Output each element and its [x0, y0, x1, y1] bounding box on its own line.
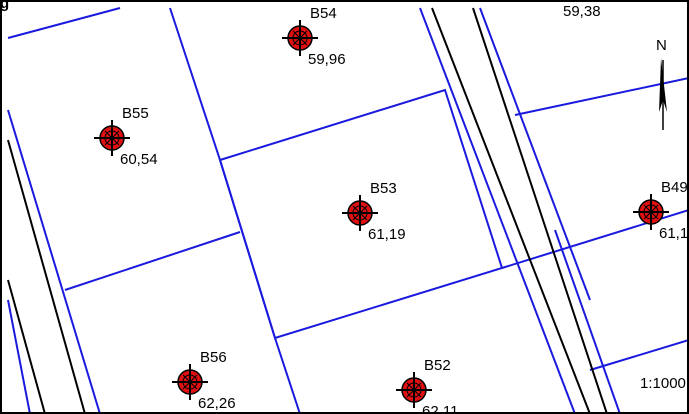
parcel-lines: [7, 7, 689, 414]
point-diag: [352, 205, 368, 221]
corner-label: 59,38: [563, 3, 601, 20]
point-elevation: 61,1: [659, 225, 688, 242]
header-text: g: [0, 0, 9, 12]
point-diag: [104, 130, 120, 146]
point-id: B49: [661, 179, 688, 196]
survey-point: B53 61,19: [342, 180, 406, 243]
scale-label: 1:1000: [640, 375, 686, 392]
point-id: B55: [122, 105, 149, 122]
point-elevation: 60,54: [120, 151, 158, 168]
north-arrow: N: [656, 37, 667, 130]
north-label: N: [656, 37, 667, 54]
point-elevation: 61,19: [368, 226, 406, 243]
survey-point: B49 61,1: [633, 179, 688, 242]
point-elevation: 62,11: [422, 403, 458, 414]
survey-points: B5459,96B5560,54B5361,19B4961,1B5662,26B…: [94, 5, 688, 414]
point-elevation: 59,96: [308, 51, 346, 68]
point-elevation: 62,26: [198, 395, 236, 412]
survey-point: B52 62,11: [396, 357, 458, 414]
point-id: B54: [310, 5, 337, 22]
point-id: B53: [370, 180, 397, 197]
survey-point: B56 62,26: [172, 349, 236, 412]
point-diag: [643, 204, 659, 220]
point-diag: [182, 374, 198, 390]
point-id: B52: [424, 357, 451, 374]
road-lines: [7, 7, 608, 414]
point-diag: [406, 382, 422, 398]
survey-point: B54 59,96: [282, 5, 346, 68]
survey-point: B55 60,54: [94, 105, 158, 168]
point-id: B56: [200, 349, 227, 366]
point-diag: [292, 30, 308, 46]
